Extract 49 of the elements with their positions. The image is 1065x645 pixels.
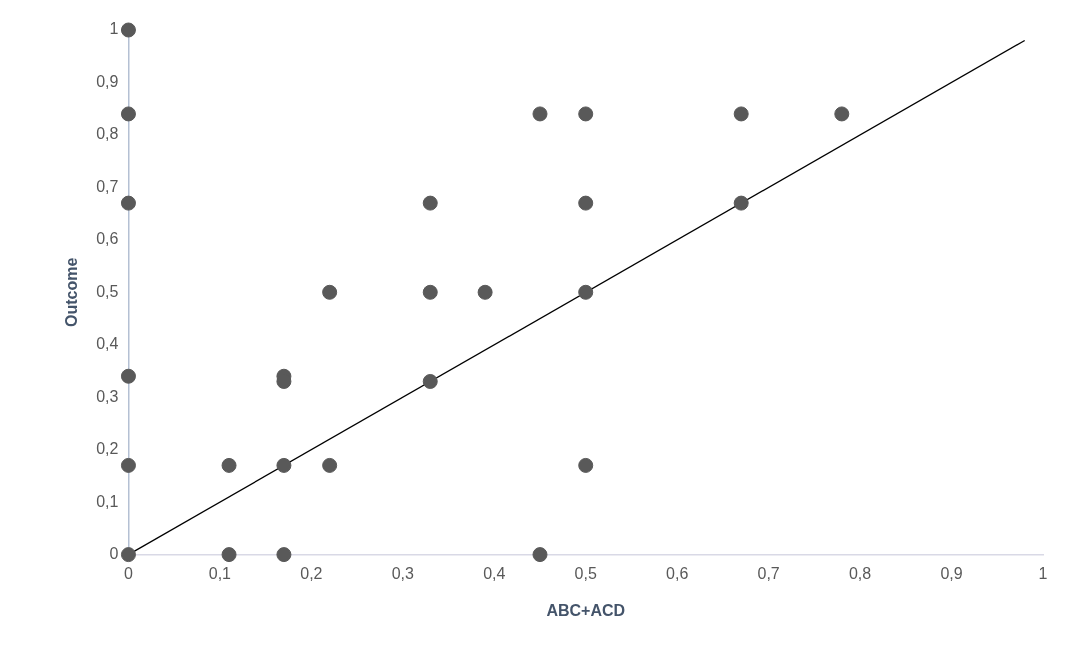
x-tick-label: 0,2: [300, 564, 323, 582]
point: [733, 195, 749, 211]
y-tick-label: 1: [109, 20, 119, 38]
point: [221, 547, 237, 563]
x-tick-label: 0,9: [940, 564, 963, 582]
point: [120, 195, 136, 211]
point: [422, 284, 438, 300]
point: [120, 106, 136, 122]
point: [221, 457, 237, 473]
y-tick-label: 0,6: [96, 230, 119, 248]
point: [276, 457, 292, 473]
y-tick-label: 0,9: [96, 72, 119, 90]
y-tick-label: 0: [109, 545, 119, 563]
x-tick-label: 0,5: [574, 564, 597, 582]
point: [578, 284, 594, 300]
y-tick-label: 0,8: [96, 125, 119, 143]
point: [422, 373, 438, 389]
point: [532, 547, 548, 563]
x-tick-label: 1: [1038, 564, 1048, 582]
point: [477, 284, 493, 300]
x-tick-label: 0,3: [391, 564, 415, 582]
y-tick-label: 0,3: [96, 387, 119, 405]
x-tick-label: 0,8: [848, 564, 872, 582]
point: [120, 368, 136, 384]
x-tick-label: 0,1: [208, 564, 232, 582]
point: [578, 195, 594, 211]
x-tick-label: 0,7: [757, 564, 780, 582]
point: [120, 22, 136, 38]
x-axis-title: ABC+ACD: [546, 601, 626, 619]
point: [733, 106, 749, 122]
y-tick-label: 0,1: [96, 492, 119, 510]
point: [834, 106, 850, 122]
x-tick-label: 0: [123, 564, 133, 582]
y-tick-label: 0,7: [96, 177, 119, 195]
y-tick-label: 0,2: [96, 440, 119, 458]
x-tick-label: 0,6: [666, 564, 689, 582]
point: [276, 547, 292, 563]
point: [578, 457, 594, 473]
y-tick-label: 0,4: [96, 335, 119, 353]
point: [120, 547, 136, 563]
point: [532, 106, 548, 122]
y-tick-label: 0,5: [96, 282, 119, 300]
point: [120, 457, 136, 473]
point: [322, 284, 338, 300]
x-tick-label: 0,4: [483, 564, 506, 582]
point: [578, 106, 594, 122]
point: [322, 457, 338, 473]
point: [422, 195, 438, 211]
y-axis-title: Outcome: [63, 257, 81, 327]
